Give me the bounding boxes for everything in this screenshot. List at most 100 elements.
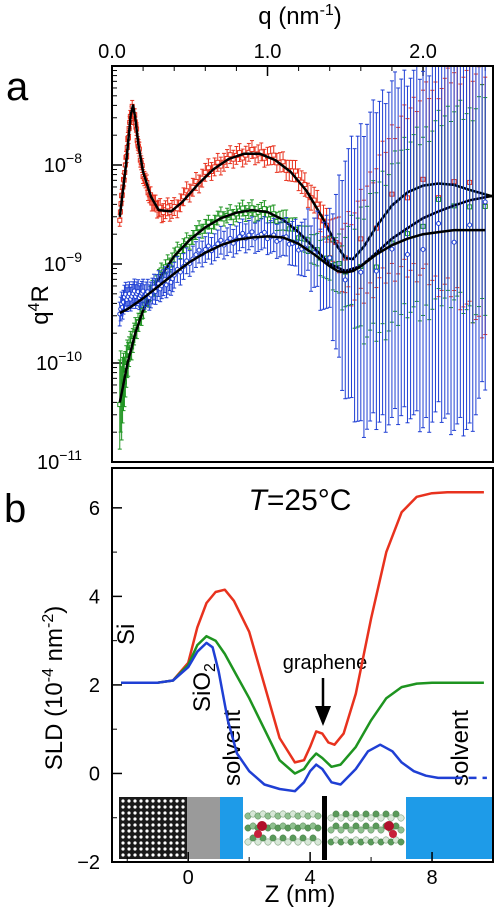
data-point bbox=[205, 165, 211, 171]
data-point bbox=[117, 217, 123, 223]
panel-a-y-tick-label: 10−10 bbox=[36, 348, 82, 375]
data-point bbox=[227, 235, 233, 241]
data-point bbox=[240, 155, 246, 161]
molecule-atom bbox=[352, 822, 360, 830]
molecule-atom bbox=[249, 834, 257, 842]
data-point bbox=[240, 230, 246, 236]
panel-b-x-tick-labels: 0 4 8 bbox=[183, 867, 438, 889]
panel-a-y-tick-label: 10−8 bbox=[44, 150, 82, 177]
panel-a-plot-area bbox=[111, 66, 493, 463]
molecule-atom bbox=[332, 822, 340, 830]
molecule-atom bbox=[397, 838, 405, 846]
data-point bbox=[249, 229, 255, 235]
panel-b-y-tick-labels: −2 0 2 4 6 bbox=[77, 498, 100, 874]
molecule-atom bbox=[332, 810, 340, 818]
data-point bbox=[482, 199, 488, 205]
panel-b-y-tick-label: −2 bbox=[77, 852, 100, 874]
molecule-atom bbox=[367, 814, 375, 822]
molecule-atom bbox=[274, 838, 282, 846]
data-point bbox=[249, 146, 255, 152]
data-point bbox=[404, 251, 410, 257]
molecule-atom bbox=[347, 826, 355, 834]
molecule-atom bbox=[372, 822, 380, 830]
molecule-atom bbox=[377, 826, 385, 834]
molecule-atom bbox=[397, 826, 405, 834]
panel-b-sld-profile: b SLD (10-4 nm-2) Z (nm) −2 0 2 4 6 0 4 8 Si S… bbox=[4, 467, 494, 908]
data-point bbox=[261, 229, 267, 235]
data-point bbox=[218, 237, 224, 243]
molecule-headgroup bbox=[389, 830, 397, 838]
layer-label-solvent-right: solvent bbox=[447, 710, 474, 786]
molecule-atom bbox=[342, 822, 350, 830]
data-point bbox=[202, 169, 208, 175]
panel-b-frame bbox=[111, 467, 494, 863]
data-point bbox=[389, 246, 395, 252]
sld-profile-line bbox=[121, 491, 484, 764]
silicon-substrate-block bbox=[119, 797, 187, 859]
data-point bbox=[165, 204, 171, 210]
panel-b-y-tick-label: 4 bbox=[89, 586, 100, 608]
panel-b-y-tick-label: 6 bbox=[89, 498, 100, 520]
data-point bbox=[227, 152, 233, 158]
data-point bbox=[451, 239, 457, 245]
data-point bbox=[467, 222, 473, 228]
molecule-atom bbox=[289, 834, 297, 842]
data-point bbox=[193, 252, 199, 258]
molecule-atom bbox=[279, 834, 287, 842]
panel-b-plot-area: Si SiO2 solvent solvent graphene T=25°C bbox=[112, 484, 494, 863]
panel-b-y-tick-label: 2 bbox=[89, 675, 100, 697]
graphene-annotation: graphene bbox=[283, 652, 368, 674]
molecule-atom bbox=[269, 834, 277, 842]
lipid-molecules-illustration bbox=[244, 810, 405, 846]
molecule-atom bbox=[337, 826, 345, 834]
layer-label-sio2: SiO2 bbox=[189, 663, 219, 712]
panel-a-reflectivity-plot: a q (nm-1) q4R 10−8 10−9 10−10 10−11 0.0 1.0… bbox=[6, 2, 494, 474]
molecule-atom bbox=[284, 838, 292, 846]
panel-b-x-tick-label: 0 bbox=[183, 867, 194, 889]
panel-a-y-tick-labels: 10−8 10−9 10−10 10−11 bbox=[36, 150, 82, 474]
layer-label-solvent-left: solvent bbox=[219, 710, 246, 786]
sld-profile-line bbox=[121, 641, 463, 793]
data-point bbox=[196, 247, 202, 253]
molecule-atom bbox=[397, 814, 405, 822]
molecule-atom bbox=[254, 838, 262, 846]
graphene-arrow-head bbox=[315, 706, 331, 726]
data-point bbox=[240, 205, 246, 211]
molecule-atom bbox=[327, 814, 335, 822]
molecule-atom bbox=[314, 838, 322, 846]
panel-a-letter: a bbox=[6, 65, 29, 109]
data-point bbox=[373, 268, 379, 274]
panel-b-y-tick-label: 0 bbox=[89, 763, 100, 785]
molecule-atom bbox=[377, 814, 385, 822]
sio2-layer-block bbox=[187, 797, 220, 859]
sld-profile-line bbox=[121, 634, 484, 775]
molecule-atom bbox=[367, 826, 375, 834]
panel-b-x-axis-label: Z (nm) bbox=[265, 881, 336, 908]
molecule-atom bbox=[259, 834, 267, 842]
temperature-annotation: T=25°C bbox=[249, 484, 352, 517]
solvent-right-block bbox=[406, 797, 494, 859]
data-point bbox=[280, 159, 286, 165]
molecule-atom bbox=[314, 824, 322, 832]
molecule-atom bbox=[294, 838, 302, 846]
molecule-atom bbox=[352, 810, 360, 818]
molecule-atom bbox=[357, 814, 365, 822]
panel-a-y-tick-label: 10−11 bbox=[37, 447, 82, 474]
molecule-headgroup bbox=[254, 830, 262, 838]
panel-a-y-axis-label: q4R bbox=[26, 285, 54, 325]
molecule-headgroup bbox=[257, 821, 267, 831]
graphene-layer-bar bbox=[322, 796, 327, 860]
data-point bbox=[193, 178, 199, 184]
fit-line bbox=[118, 104, 493, 261]
molecule-atom bbox=[264, 838, 272, 846]
molecule-atom bbox=[314, 812, 322, 820]
molecule-atom bbox=[372, 810, 380, 818]
molecule-atom bbox=[347, 814, 355, 822]
molecule-atom bbox=[342, 810, 350, 818]
data-point bbox=[293, 168, 299, 174]
molecule-atom bbox=[244, 838, 252, 846]
molecule-atom bbox=[387, 814, 395, 822]
data-point bbox=[358, 269, 364, 275]
molecule-atom bbox=[382, 810, 390, 818]
data-point bbox=[246, 232, 252, 238]
